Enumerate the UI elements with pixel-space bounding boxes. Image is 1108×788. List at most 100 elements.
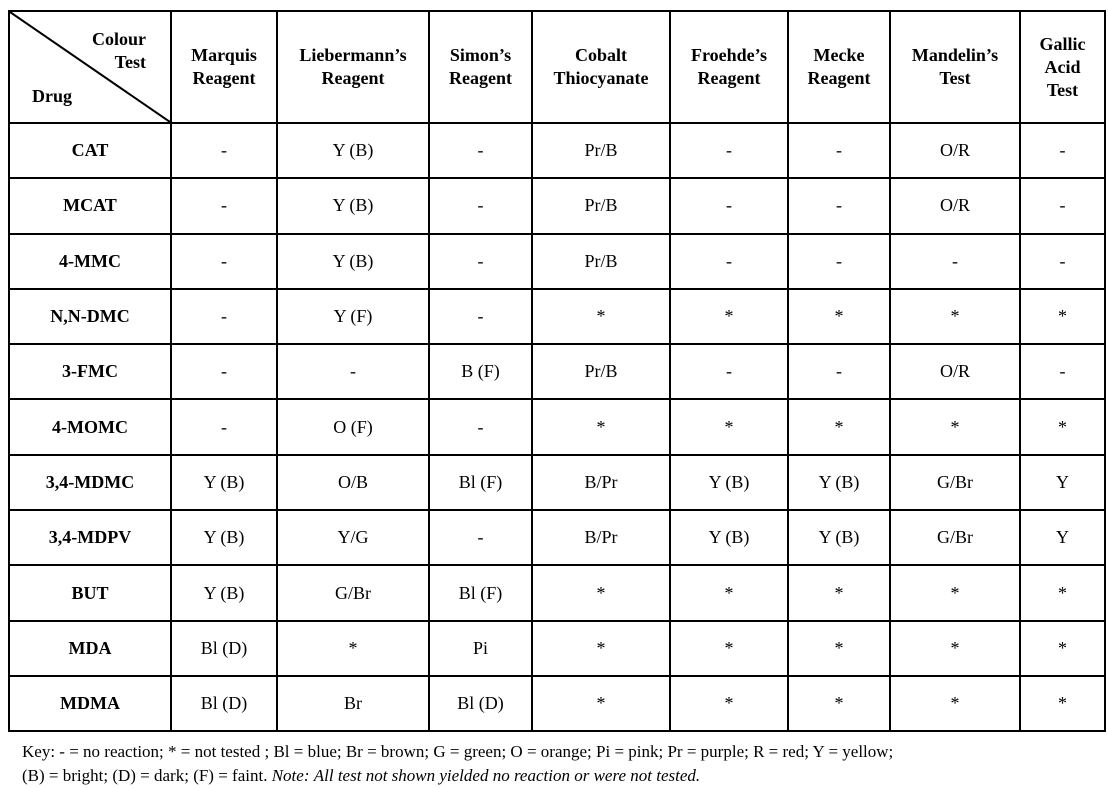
result-cell: Y bbox=[1019, 453, 1106, 512]
test-header-text: Liebermann’s bbox=[299, 45, 407, 65]
result-cell: - bbox=[170, 177, 278, 235]
test-header-text: Gallic bbox=[1039, 33, 1086, 54]
table-row: MDA Bl (D) * Pi * * * * * bbox=[8, 619, 1106, 677]
test-header-text: Reagent bbox=[321, 68, 385, 88]
result-cell: Br bbox=[276, 674, 430, 733]
result-cell: Y (B) bbox=[276, 232, 430, 290]
result-cell: O/R bbox=[889, 121, 1021, 180]
result-cell: * bbox=[1019, 564, 1106, 622]
result-cell: Y/G bbox=[276, 509, 430, 567]
key-line-1: Key: - = no reaction; * = not tested ; B… bbox=[22, 742, 894, 761]
note-text: All test not shown yielded no reaction o… bbox=[313, 766, 701, 785]
result-cell: Y (F) bbox=[276, 287, 430, 346]
result-cell: * bbox=[889, 674, 1021, 733]
test-header-text: Simon’s bbox=[449, 45, 512, 65]
result-cell: * bbox=[531, 674, 671, 733]
result-cell: Bl (F) bbox=[428, 453, 533, 512]
result-cell: - bbox=[170, 232, 278, 290]
test-header-text: Reagent bbox=[449, 68, 512, 88]
key-legend: Key: - = no reaction; * = not tested ; B… bbox=[22, 740, 1102, 788]
result-cell: Y (B) bbox=[787, 453, 891, 512]
result-cell: Pr/B bbox=[531, 121, 671, 180]
result-cell: * bbox=[889, 287, 1021, 346]
result-cell: * bbox=[787, 398, 891, 456]
result-cell: * bbox=[531, 564, 671, 622]
result-cell: * bbox=[669, 287, 789, 346]
test-header-text: Acid bbox=[1044, 56, 1081, 77]
result-cell: * bbox=[531, 398, 671, 456]
table-row: BUT Y (B) G/Br Bl (F) * * * * * bbox=[8, 564, 1106, 622]
corner-header-cell: Colour Test Drug bbox=[8, 10, 172, 124]
result-cell: O (F) bbox=[276, 398, 430, 456]
test-header-cell: Mecke Reagent bbox=[787, 10, 891, 124]
note-label: Note: bbox=[271, 766, 310, 785]
result-cell: * bbox=[531, 619, 671, 677]
drug-name-cell: MDA bbox=[8, 619, 172, 677]
result-cell: - bbox=[428, 398, 533, 456]
table-body: CAT - Y (B) - Pr/B - - O/R - MCAT - Y (B) - Pr/B - - O/R… bbox=[8, 121, 1106, 733]
table-row: 4-MOMC - O (F) - * * * * * bbox=[8, 398, 1106, 456]
result-cell: Pr/B bbox=[531, 177, 671, 235]
test-header-text: Mecke bbox=[813, 45, 865, 65]
result-cell: * bbox=[1019, 674, 1106, 733]
result-cell: B/Pr bbox=[531, 509, 671, 567]
result-cell: * bbox=[889, 619, 1021, 677]
test-header-text: Test bbox=[1046, 79, 1079, 100]
drug-name-cell: 3-FMC bbox=[8, 343, 172, 401]
result-cell: * bbox=[787, 619, 891, 677]
test-header-text: Reagent bbox=[192, 68, 256, 88]
result-cell: Y (B) bbox=[276, 177, 430, 235]
result-cell: B/Pr bbox=[531, 453, 671, 512]
result-cell: Bl (D) bbox=[170, 674, 278, 733]
result-cell: - bbox=[170, 121, 278, 180]
result-cell: Y (B) bbox=[170, 564, 278, 622]
drug-name-cell: 3,4-MDMC bbox=[8, 453, 172, 512]
result-cell: - bbox=[170, 398, 278, 456]
result-cell: - bbox=[1019, 177, 1106, 235]
table-row: MDMA Bl (D) Br Bl (D) * * * * * bbox=[8, 674, 1106, 733]
test-header-text: Test bbox=[939, 68, 971, 88]
result-cell: - bbox=[428, 287, 533, 346]
result-cell: G/Br bbox=[889, 509, 1021, 567]
result-cell: * bbox=[276, 619, 430, 677]
result-cell: G/Br bbox=[889, 453, 1021, 512]
key-line-2-text: (B) = bright; (D) = dark; (F) = faint. bbox=[22, 766, 268, 785]
result-cell: - bbox=[787, 121, 891, 180]
table-row: CAT - Y (B) - Pr/B - - O/R - bbox=[8, 121, 1106, 180]
result-cell: - bbox=[669, 232, 789, 290]
result-cell: * bbox=[669, 674, 789, 733]
result-cell: - bbox=[170, 287, 278, 346]
test-header-cell: Liebermann’s Reagent bbox=[276, 10, 430, 124]
table-row: N,N-DMC - Y (F) - * * * * * bbox=[8, 287, 1106, 346]
test-header-cell: Mandelin’s Test bbox=[889, 10, 1021, 124]
drug-name-cell: MCAT bbox=[8, 177, 172, 235]
result-cell: - bbox=[787, 343, 891, 401]
result-cell: * bbox=[889, 398, 1021, 456]
result-cell: - bbox=[889, 232, 1021, 290]
test-header-text: Thiocyanate bbox=[553, 68, 649, 88]
result-cell: O/R bbox=[889, 177, 1021, 235]
table-row: 3,4-MDMC Y (B) O/B Bl (F) B/Pr Y (B) Y (B) G/Br… bbox=[8, 453, 1106, 512]
result-cell: - bbox=[276, 343, 430, 401]
result-cell: - bbox=[1019, 343, 1106, 401]
result-cell: - bbox=[428, 177, 533, 235]
result-cell: * bbox=[669, 619, 789, 677]
result-cell: Bl (F) bbox=[428, 564, 533, 622]
result-cell: - bbox=[428, 232, 533, 290]
test-header-text: Froehde’s bbox=[691, 45, 767, 65]
result-cell: Y (B) bbox=[276, 121, 430, 180]
result-cell: * bbox=[1019, 398, 1106, 456]
test-header-cell: Gallic Acid Test bbox=[1019, 10, 1106, 124]
colour-test-table: Colour Test Drug Marquis Reagent Lieberman… bbox=[8, 10, 1106, 733]
result-cell: Pr/B bbox=[531, 343, 671, 401]
test-header-text: Reagent bbox=[697, 68, 761, 88]
drug-name-cell: CAT bbox=[8, 121, 172, 180]
result-cell: Y bbox=[1019, 509, 1106, 567]
drug-name-cell: N,N-DMC bbox=[8, 287, 172, 346]
header-row: Colour Test Drug Marquis Reagent Lieberman… bbox=[8, 10, 1106, 124]
test-header-cell: Marquis Reagent bbox=[170, 10, 278, 124]
drug-name-cell: 4-MMC bbox=[8, 232, 172, 290]
result-cell: - bbox=[669, 343, 789, 401]
result-cell: - bbox=[1019, 232, 1106, 290]
result-cell: - bbox=[1019, 121, 1106, 180]
